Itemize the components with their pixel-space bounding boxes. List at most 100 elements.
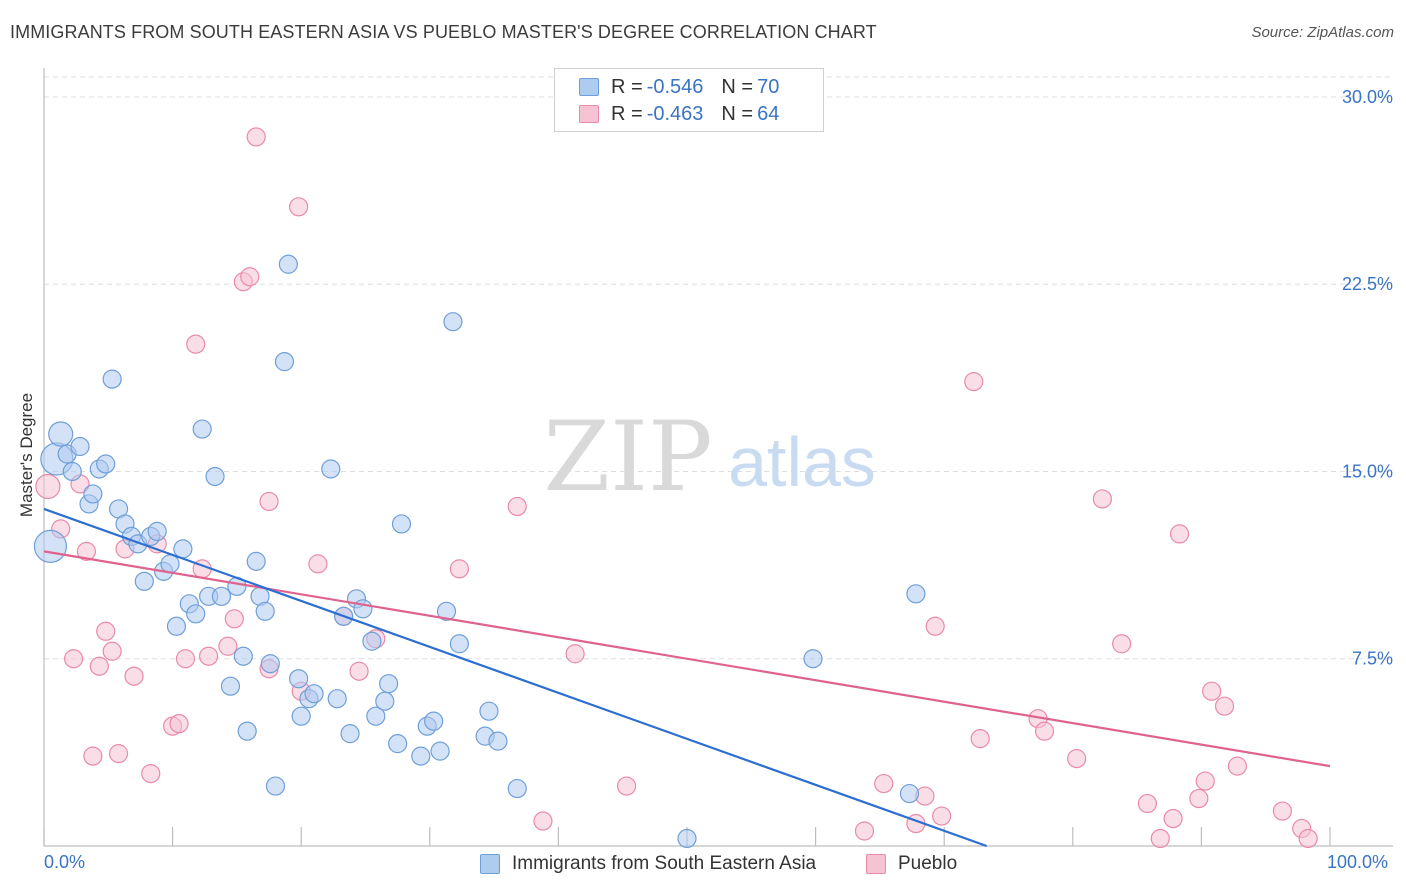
sea-point: [205, 466, 225, 487]
pueblo-point: [964, 372, 984, 392]
pueblo-point: [874, 773, 894, 794]
sea-point: [289, 669, 309, 689]
sea-point: [424, 711, 444, 731]
sea-point: [274, 352, 295, 372]
sea-point: [304, 684, 324, 704]
y-tick-label: 30.0%: [1342, 87, 1393, 107]
sea-point: [803, 649, 823, 669]
pueblo-point: [565, 644, 585, 664]
sea-point: [134, 571, 154, 591]
pueblo-trend-line: [43, 550, 1331, 768]
legend-n-value: 64: [757, 102, 780, 125]
grid-lines: [44, 76, 1393, 660]
sea-points: [33, 254, 926, 849]
pueblo-point: [970, 729, 990, 749]
x-tick-label-max: 100.0%: [1327, 852, 1389, 872]
pueblo-point: [1272, 801, 1293, 821]
pueblo-point: [124, 666, 144, 686]
bottom-legend-pueblo: Pueblo: [866, 852, 957, 876]
sea-point: [62, 461, 82, 482]
legend-swatch-sea: [579, 78, 599, 96]
pueblo-point: [1214, 696, 1235, 716]
pueblo-point: [1067, 749, 1087, 769]
sea-point: [507, 778, 527, 799]
pueblo-point: [186, 334, 206, 354]
sea-point: [479, 701, 499, 721]
sea-point: [265, 776, 286, 796]
chart-source: Source: ZipAtlas.com: [1251, 24, 1394, 41]
sea-point: [391, 514, 412, 534]
pueblo-point: [141, 763, 161, 784]
pueblo-point: [932, 806, 952, 826]
legend-r-value: -0.546: [646, 75, 704, 98]
pueblo-point: [1092, 489, 1112, 509]
sea-point: [102, 369, 122, 389]
sea-point: [375, 691, 395, 711]
watermark: ZIP atlas: [543, 401, 876, 513]
sea-point: [96, 454, 116, 474]
pueblo-point: [1189, 788, 1209, 809]
sea-point: [430, 741, 450, 761]
pueblo-point: [449, 559, 469, 579]
watermark-zip: ZIP: [543, 401, 712, 513]
pueblo-point: [616, 776, 637, 796]
sea-point: [255, 601, 275, 621]
sea-point: [48, 421, 74, 447]
pueblo-point: [224, 609, 244, 629]
sea-point: [362, 631, 382, 651]
sea-point: [246, 551, 266, 571]
pueblo-point: [76, 541, 97, 561]
pueblo-point: [1137, 793, 1157, 814]
sea-point: [677, 828, 697, 849]
pueblo-point: [218, 636, 238, 656]
pueblo-point: [289, 197, 309, 217]
sea-point: [166, 616, 187, 636]
sea-point: [379, 674, 399, 694]
sea-point: [233, 646, 253, 666]
sea-point: [278, 254, 298, 274]
sea-point: [321, 459, 341, 479]
bottom-legend-swatch-pueblo: [866, 854, 886, 874]
sea-point: [899, 783, 920, 804]
bottom-legend-swatch-sea: [480, 854, 500, 874]
legend-n-value: 70: [757, 75, 780, 98]
sea-point: [147, 521, 167, 542]
sea-point: [237, 721, 257, 741]
pueblo-point: [108, 744, 129, 764]
sea-point: [33, 529, 68, 563]
sea-point: [388, 734, 408, 754]
pueblo-point: [240, 267, 260, 287]
sea-point: [192, 419, 212, 439]
legend-row-sea: R = -0.546 N = 70: [579, 74, 779, 100]
legend-swatch-pueblo: [579, 105, 599, 123]
pueblo-point: [1034, 721, 1055, 741]
legend-r-label: R =: [611, 75, 643, 98]
pueblo-point: [1112, 634, 1132, 654]
legend-n-label: N =: [721, 102, 754, 125]
legend-r-value: -0.463: [646, 102, 704, 125]
sea-point: [366, 706, 386, 726]
watermark-atlas: atlas: [728, 423, 876, 501]
legend-row-pueblo: R = -0.463 N = 64: [579, 101, 779, 127]
pueblo-point: [89, 656, 109, 676]
correlation-legend: R = -0.546 N = 70 R = -0.463 N = 64: [554, 68, 824, 132]
legend-r-label: R =: [611, 102, 643, 125]
sea-point: [327, 689, 347, 709]
sea-point: [220, 676, 241, 696]
y-tick-label: 15.0%: [1342, 461, 1393, 481]
trend-lines: [43, 507, 1331, 848]
sea-point: [443, 312, 463, 332]
pueblo-point: [83, 746, 103, 766]
sea-point: [436, 601, 457, 621]
pueblo-point: [1163, 808, 1183, 829]
sea-point: [211, 586, 232, 606]
legend-n-label: N =: [721, 75, 754, 98]
sea-point: [906, 584, 926, 604]
sea-point: [411, 746, 431, 766]
y-tick-label: 7.5%: [1352, 649, 1393, 669]
chart-title: IMMIGRANTS FROM SOUTH EASTERN ASIA VS PU…: [10, 22, 877, 42]
bottom-legend-label-pueblo: Pueblo: [898, 853, 958, 874]
sea-point: [83, 484, 103, 504]
pueblo-point: [1169, 524, 1190, 544]
